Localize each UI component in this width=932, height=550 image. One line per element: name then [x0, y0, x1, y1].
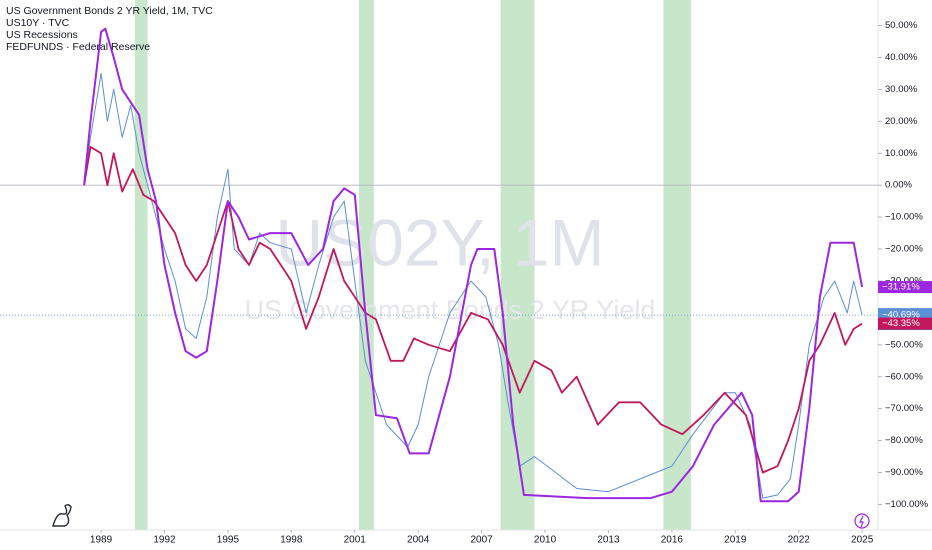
watermark-name: US Government Bonds 2 YR Yield: [245, 295, 656, 325]
legend-entry: US Government Bonds 2 YR Yield, 1M, TVC: [6, 5, 213, 17]
y-tick-label: 20.00%: [885, 116, 918, 127]
x-tick-label: 2022: [788, 535, 811, 546]
y-tick-label: 50.00%: [885, 20, 918, 31]
x-tick-label: 2019: [724, 535, 747, 546]
legend-entry: FEDFUNDS · Federal Reserve: [6, 41, 150, 53]
y-tick-label: −80.00%: [885, 435, 923, 446]
plot: [0, 27, 878, 503]
y-tick-label: −50.00%: [885, 339, 923, 350]
x-tick-label: 2025: [851, 535, 874, 546]
lightning-icon: [854, 513, 870, 529]
y-tick-label: 40.00%: [885, 52, 918, 63]
x-tick-label: 1998: [280, 535, 303, 546]
y-tick-label: −10.00%: [885, 212, 923, 223]
x-tick-label: 1989: [90, 535, 113, 546]
x-tick-label: 2013: [597, 535, 620, 546]
series-line: [83, 146, 863, 474]
y-tick-label: −70.00%: [885, 403, 923, 414]
legend-entry: US10Y · TVC: [6, 17, 70, 29]
last-value-label: −43.35%: [882, 318, 920, 329]
recession-band: [134, 0, 148, 530]
last-value-box: [878, 281, 932, 294]
x-tick-label: 1995: [217, 535, 240, 546]
y-tick-label: 30.00%: [885, 84, 918, 95]
y-tick-label: −60.00%: [885, 371, 923, 382]
y-tick-label: 0.00%: [885, 180, 912, 191]
last-value-label: −40.69%: [882, 310, 920, 321]
x-tick-label: 2001: [344, 535, 367, 546]
last-value-label: −31.91%: [882, 282, 920, 293]
tradingview-logo: [52, 504, 72, 527]
x-tick-label: 2004: [407, 535, 430, 546]
x-tick-label: 2007: [470, 535, 493, 546]
recession-band: [663, 0, 691, 530]
y-tick-label: −30.00%: [885, 275, 923, 286]
recession-band: [358, 0, 374, 530]
last-value-box: [878, 317, 932, 330]
series-line: [83, 27, 864, 503]
x-tick-label: 1992: [153, 535, 176, 546]
y-tick-label: −20.00%: [885, 244, 923, 255]
recession-bands: [134, 0, 691, 530]
legend-entry: US Recessions: [6, 29, 78, 41]
recession-band: [500, 0, 535, 530]
x-tick-label: 2016: [661, 535, 684, 546]
y-tick-label: −100.00%: [885, 499, 929, 510]
x-tick-label: 2010: [534, 535, 557, 546]
y-tick-label: −90.00%: [885, 467, 923, 478]
y-tick-label: 10.00%: [885, 148, 918, 159]
